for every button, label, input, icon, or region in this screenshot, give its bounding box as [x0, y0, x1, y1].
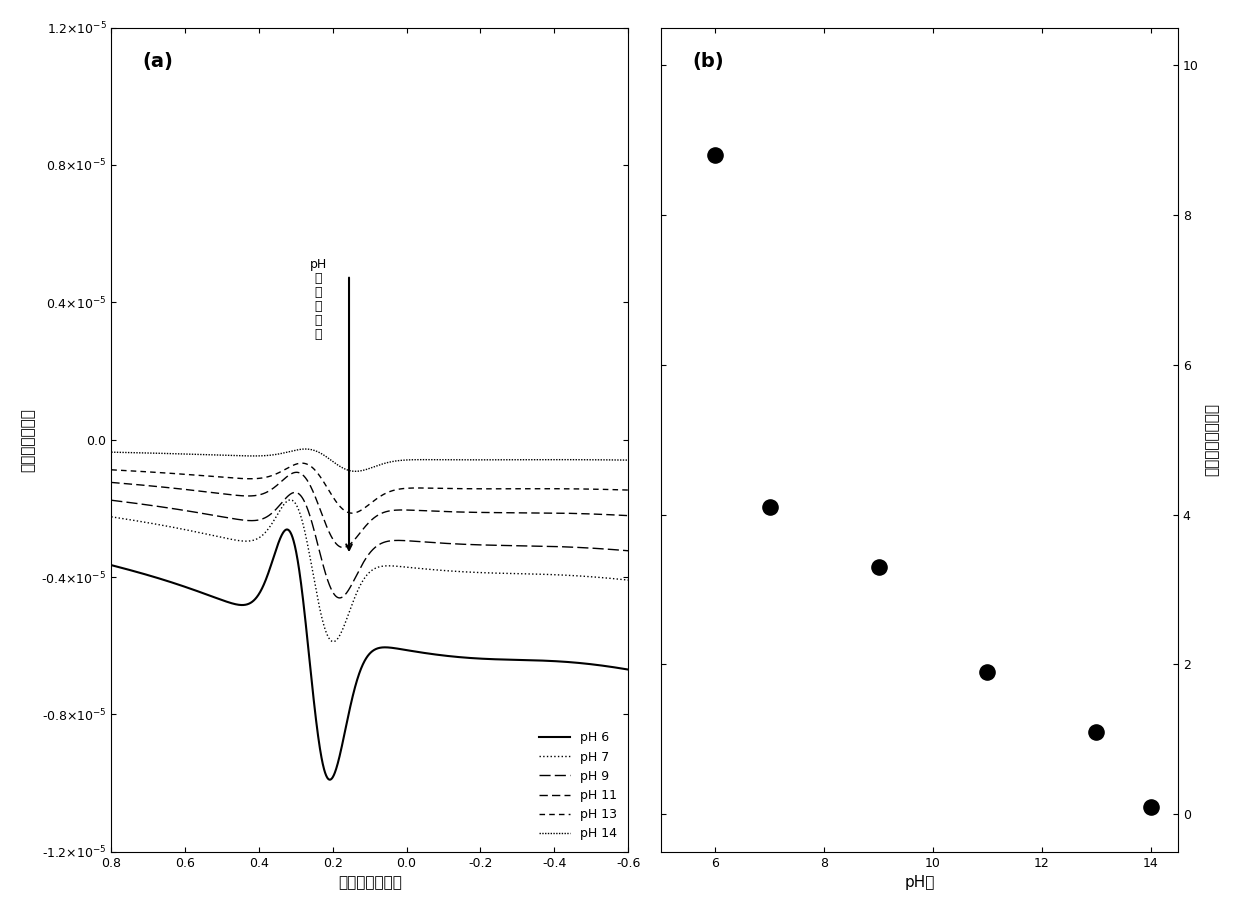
Point	[977, 665, 997, 680]
Text: (b): (b)	[692, 52, 724, 71]
Y-axis label: 峰电流値（安培）: 峰电流値（安培）	[1204, 404, 1219, 476]
Point	[760, 500, 780, 515]
Legend: pH 6, pH 7, pH 9, pH 11, pH 13, pH 14: pH 6, pH 7, pH 9, pH 11, pH 13, pH 14	[533, 726, 621, 845]
Point	[1086, 724, 1106, 739]
Point	[869, 559, 889, 574]
Y-axis label: 电流値（安培）: 电流値（安培）	[21, 408, 36, 472]
X-axis label: 电压値（伏特）: 电压値（伏特）	[337, 875, 402, 890]
Text: pH
值
依
次
升
高: pH 值 依 次 升 高	[310, 259, 326, 342]
Point	[706, 148, 725, 162]
Point	[1141, 800, 1161, 814]
Text: (a): (a)	[143, 52, 174, 71]
X-axis label: pH値: pH値	[904, 875, 935, 890]
